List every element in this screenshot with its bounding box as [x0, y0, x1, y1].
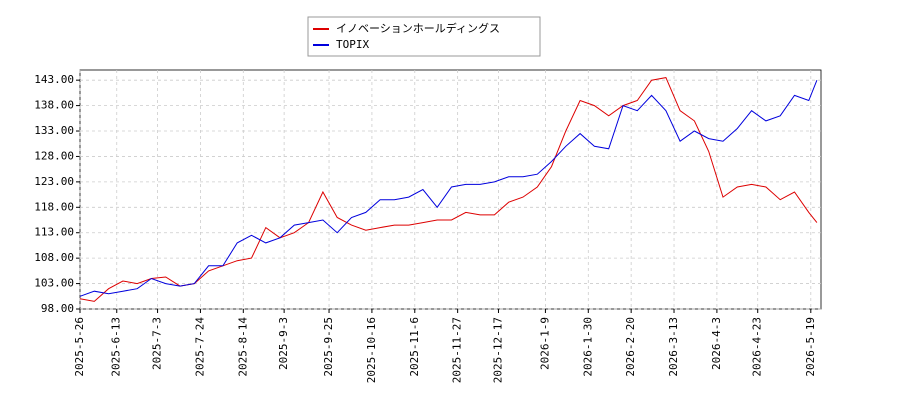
y-tick-label: 103.00 [34, 277, 74, 290]
x-tick-label: 2026-1-9 [538, 317, 551, 370]
y-tick-label: 138.00 [34, 99, 74, 112]
x-tick-label: 2025-9-3 [277, 317, 290, 370]
x-tick-label: 2025-6-13 [110, 317, 123, 377]
y-tick-label: 98.00 [41, 302, 74, 315]
series-line [79, 80, 818, 297]
x-tick-label: 2025-9-25 [322, 317, 335, 377]
legend-label: イノベーションホールディングス [336, 21, 500, 35]
series-line [79, 77, 818, 302]
x-tick-label: 2025-8-14 [236, 317, 249, 377]
x-tick-label: 2026-4-3 [710, 317, 723, 370]
x-tick-label: 2026-5-19 [804, 317, 817, 377]
y-tick-label: 113.00 [34, 226, 74, 239]
plot-frame [79, 69, 822, 310]
y-tick-label: 118.00 [34, 200, 74, 213]
y-tick-label: 133.00 [34, 124, 74, 137]
x-tick-label: 2026-3-13 [667, 317, 680, 377]
x-tick-label: 2025-11-6 [408, 317, 421, 377]
x-tick-label: 2025-5-26 [73, 317, 86, 377]
y-tick-label: 143.00 [34, 73, 74, 86]
x-tick-label: 2026-2-20 [624, 317, 637, 377]
y-tick-label: 123.00 [34, 175, 74, 188]
legend-box [307, 16, 541, 57]
x-tick-label: 2025-11-27 [451, 317, 464, 383]
x-tick-label: 2026-4-23 [751, 317, 764, 377]
x-tick-label: 2025-7-3 [151, 317, 164, 370]
y-tick-label: 108.00 [34, 251, 74, 264]
x-tick-label: 2026-1-30 [581, 317, 594, 377]
x-tick-label: 2025-7-24 [193, 317, 206, 377]
y-tick-label: 128.00 [34, 149, 74, 162]
x-tick-label: 2025-10-16 [365, 317, 378, 383]
x-tick-label: 2025-12-17 [491, 317, 504, 383]
legend-label: TOPIX [336, 38, 369, 51]
